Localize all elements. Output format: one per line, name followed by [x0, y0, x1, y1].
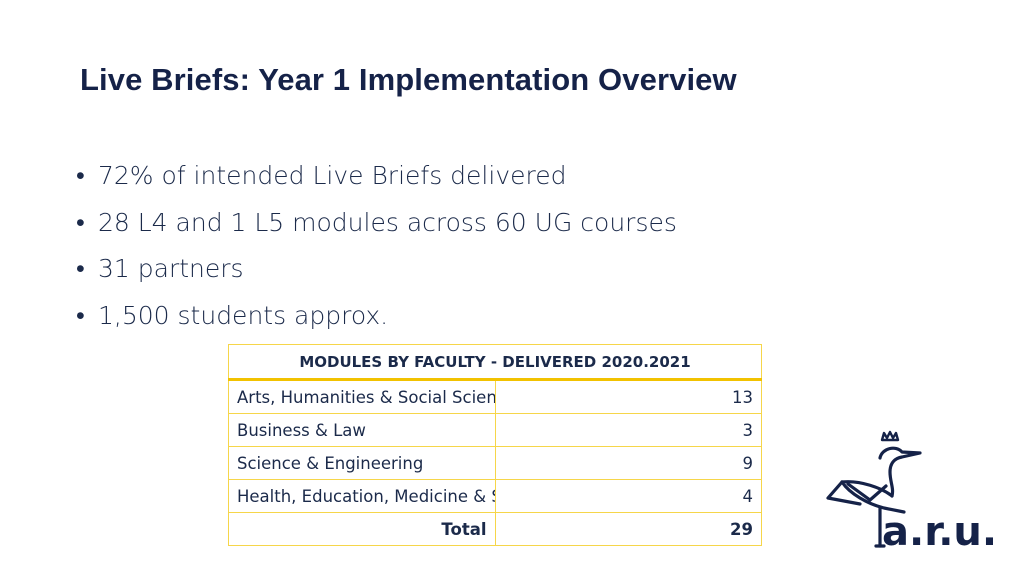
bullet-text: 1,500 students approx.: [98, 300, 389, 330]
table-row: Health, Education, Medicine & Social Car…: [228, 479, 762, 513]
table-row: Business & Law 3: [228, 413, 762, 447]
table-row: Arts, Humanities & Social Sciences 13: [228, 379, 762, 414]
aru-logo: a.r.u.: [826, 430, 997, 555]
bullet-item: • 31 partners: [76, 249, 677, 296]
module-count-cell: 4: [494, 479, 762, 513]
logo-wordmark: a.r.u.: [882, 509, 997, 555]
faculty-name-cell: Health, Education, Medicine & Social Car…: [228, 479, 496, 513]
bullet-icon: •: [76, 254, 85, 283]
heron-crown-icon: [826, 430, 922, 548]
bullet-text: 31 partners: [98, 254, 244, 283]
module-count-cell: 9: [494, 446, 762, 480]
table-header: MODULES BY FACULTY - DELIVERED 2020.2021: [228, 344, 762, 381]
bullet-icon: •: [76, 207, 85, 237]
bullet-item: • 28 L4 and 1 L5 modules across 60 UG cou…: [76, 203, 677, 250]
table-row: Science & Engineering 9: [228, 446, 762, 480]
bullet-icon: •: [76, 161, 85, 190]
faculty-table: MODULES BY FACULTY - DELIVERED 2020.2021…: [228, 344, 762, 546]
bullet-item: • 1,500 students approx.: [76, 296, 677, 343]
bullet-list: • 72% of intended Live Briefs delivered •…: [76, 156, 677, 342]
bullet-text: 28 L4 and 1 L5 modules across 60 UG cour…: [98, 207, 677, 237]
faculty-name-cell: Science & Engineering: [228, 446, 496, 480]
total-value-cell: 29: [494, 512, 762, 546]
module-count-cell: 13: [494, 379, 762, 414]
table-total-row: Total 29: [228, 512, 762, 546]
bullet-icon: •: [76, 300, 85, 330]
total-label-cell: Total: [228, 512, 496, 546]
bullet-item: • 72% of intended Live Briefs delivered: [76, 156, 677, 203]
faculty-name-cell: Arts, Humanities & Social Sciences: [228, 379, 496, 414]
table-header-row: MODULES BY FACULTY - DELIVERED 2020.2021: [228, 344, 762, 381]
module-count-cell: 3: [494, 413, 762, 447]
bullet-text: 72% of intended Live Briefs delivered: [98, 161, 567, 190]
slide-title: Live Briefs: Year 1 Implementation Overv…: [80, 62, 737, 97]
faculty-name-cell: Business & Law: [228, 413, 496, 447]
